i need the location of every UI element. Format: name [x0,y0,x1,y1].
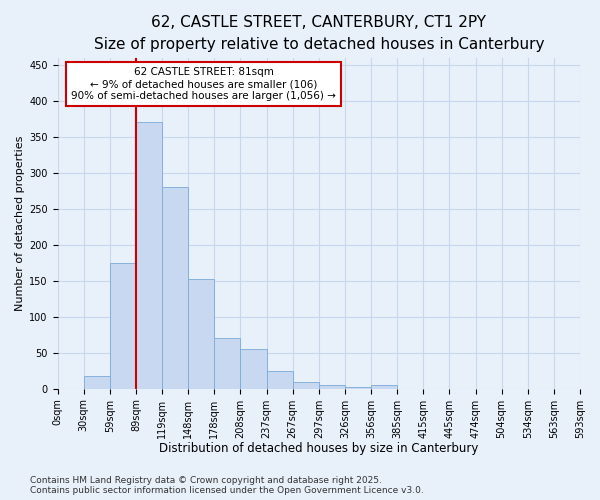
Bar [241,349,266,389]
Text: Contains HM Land Registry data © Crown copyright and database right 2025.
Contai: Contains HM Land Registry data © Crown c… [30,476,424,495]
Text: 62 CASTLE STREET: 81sqm
← 9% of detached houses are smaller (106)
90% of semi-de: 62 CASTLE STREET: 81sqm ← 9% of detached… [71,68,336,100]
Title: 62, CASTLE STREET, CANTERBURY, CT1 2PY
Size of property relative to detached hou: 62, CASTLE STREET, CANTERBURY, CT1 2PY S… [94,15,544,52]
Bar [110,262,136,388]
Bar [319,385,345,388]
Bar [188,278,214,388]
Bar [371,385,397,388]
Bar [214,338,241,388]
Bar [136,122,162,388]
Bar [293,382,319,388]
Bar [83,376,110,388]
Y-axis label: Number of detached properties: Number of detached properties [15,136,25,311]
Bar [162,187,188,388]
Bar [266,370,293,388]
X-axis label: Distribution of detached houses by size in Canterbury: Distribution of detached houses by size … [159,442,478,455]
